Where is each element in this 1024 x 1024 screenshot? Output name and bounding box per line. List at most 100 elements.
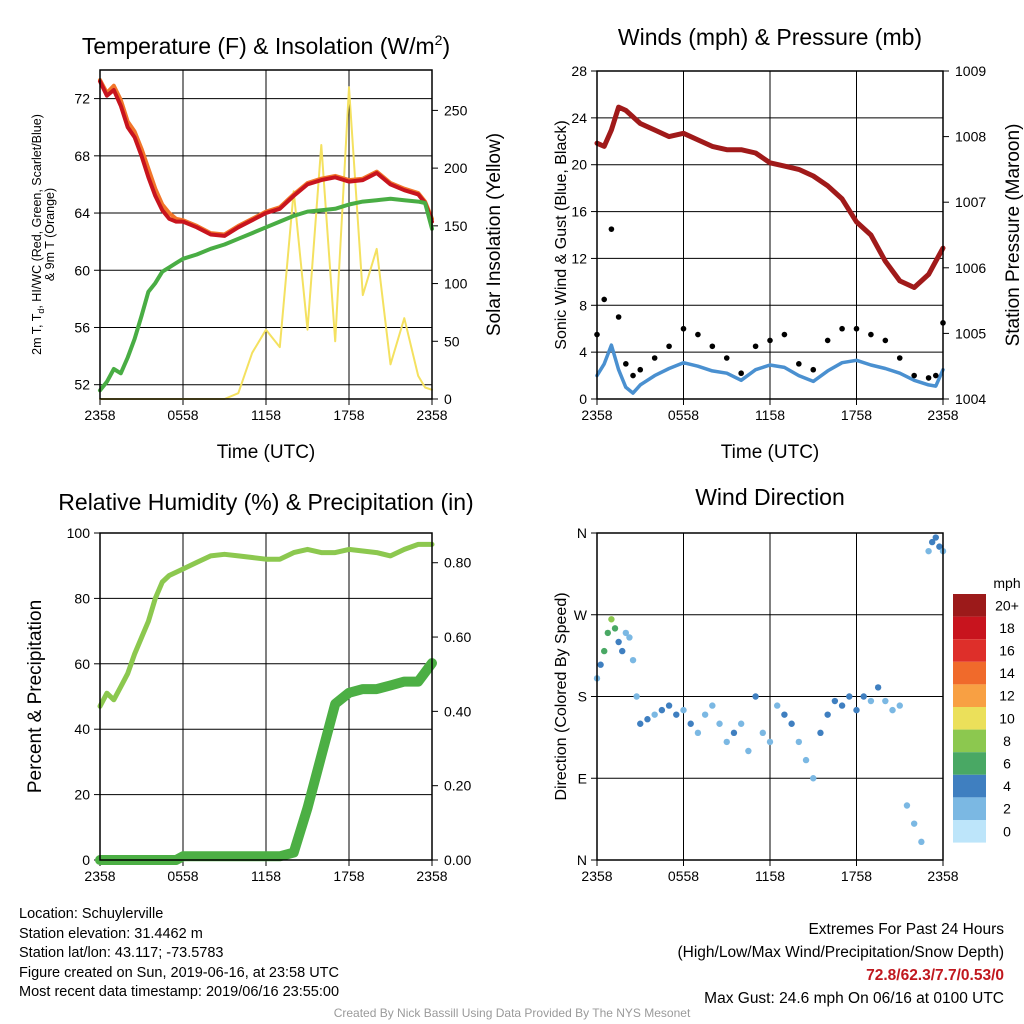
y-axis-label-left: Percent & Precipitation <box>25 600 46 793</box>
y-tick-label: 28 <box>571 63 587 79</box>
colorbar-label: 6 <box>1003 756 1011 772</box>
x-tick-label: 1758 <box>333 407 364 423</box>
y-tick-label: 24 <box>571 110 587 126</box>
direction-point <box>601 647 608 655</box>
direction-point <box>622 629 630 637</box>
gust-point <box>738 370 744 377</box>
gust-point <box>723 355 730 361</box>
direction-point <box>633 693 640 700</box>
plot-frame <box>99 532 433 861</box>
direction-point <box>817 729 824 737</box>
colorbar-label: 18 <box>999 620 1015 636</box>
direction-point <box>932 534 939 541</box>
y-tick-label: 80 <box>74 590 90 606</box>
colorbar-label: 0 <box>1003 823 1011 839</box>
direction-point <box>629 656 637 664</box>
colorbar-swatch <box>953 797 986 820</box>
y2-tick-label: 0.60 <box>444 629 471 645</box>
extremes-info: Extremes For Past 24 Hours (High/Low/Max… <box>678 918 1005 1010</box>
y-tick-label: 20 <box>571 157 587 173</box>
colorbar-label: 8 <box>1003 733 1011 749</box>
plot-frame <box>596 70 944 400</box>
x-tick-label: 1158 <box>755 868 785 884</box>
y-tick-label: 60 <box>74 262 90 278</box>
x-tick-label: 1158 <box>251 868 281 884</box>
y-axis-label-right: Solar Insolation (Yellow) <box>484 133 505 336</box>
direction-point <box>795 738 803 746</box>
y2-tick-label: 50 <box>444 333 460 349</box>
chart-title: Wind Direction <box>695 484 845 510</box>
gust-point <box>839 325 845 332</box>
chart-title: Winds (mph) & Pressure (mb) <box>618 24 922 50</box>
direction-point <box>910 820 918 827</box>
colorbar-swatch <box>953 752 986 775</box>
gust-point <box>853 325 860 332</box>
direction-point <box>874 684 882 691</box>
x-tick-label: 2358 <box>581 868 612 884</box>
x-tick-label: 0558 <box>668 868 699 884</box>
colorbar-title: mph <box>993 575 1020 591</box>
x-tick-label: 1758 <box>841 407 872 423</box>
y-tick-label: 16 <box>571 204 587 220</box>
y-tick-label: 4 <box>579 344 587 360</box>
direction-point <box>759 729 766 737</box>
gust-point <box>680 325 687 332</box>
location-text: Location: Schuylerville <box>19 906 164 922</box>
panel-3: 2358 0558 1158 1758 23580204060801000.000.20… <box>25 489 474 884</box>
gust-point <box>695 331 701 338</box>
colorbar-swatch <box>953 774 986 798</box>
direction-point <box>619 647 626 655</box>
direction-point <box>604 629 612 637</box>
direction-point <box>918 838 925 846</box>
direction-point <box>615 638 622 646</box>
gust-point <box>824 337 831 344</box>
y2-tick-label: 0.40 <box>444 703 471 719</box>
gust-point <box>767 337 773 344</box>
direction-point <box>766 738 774 746</box>
y2-tick-label: 0.20 <box>444 778 471 794</box>
direction-point <box>802 756 810 764</box>
x-tick-label: 1158 <box>755 407 785 423</box>
colorbar: mph 20+ 18 16 14 12 10 8 6 4 2 0 <box>953 575 1021 843</box>
direction-point <box>831 697 839 705</box>
colorbar-label: 14 <box>999 665 1015 681</box>
colorbar-label: 4 <box>1003 778 1011 794</box>
y2-tick-label: 100 <box>444 276 468 292</box>
y-axis-label-right: Station Pressure (Maroon) <box>1003 124 1024 347</box>
gust-point <box>896 355 903 361</box>
gust-point <box>651 355 658 361</box>
direction-point <box>788 720 795 727</box>
direction-point <box>752 693 759 700</box>
direction-point <box>867 697 875 705</box>
y-tick-label: 52 <box>74 377 90 393</box>
gust-point <box>637 366 644 373</box>
x-tick-label: 0558 <box>167 407 198 423</box>
y-axis-label-left-2: & 9m T (Orange) <box>43 188 57 281</box>
y-tick-label: 64 <box>74 205 90 221</box>
x-tick-label: 2358 <box>416 407 447 423</box>
gust-point <box>796 361 802 367</box>
y2-tick-label: 0.80 <box>444 555 471 571</box>
y-tick-label: 68 <box>74 148 90 164</box>
direction-point <box>838 702 846 709</box>
panel-2: 2358 0558 1158 1758 235804812162024281004100… <box>553 24 1024 463</box>
x-tick-label: 2358 <box>416 868 447 884</box>
direction-point <box>737 720 745 727</box>
direction-point <box>701 711 709 718</box>
extremes-subtitle: (High/Low/Max Wind/Precipitation/Snow De… <box>677 944 1005 961</box>
gust-point <box>623 361 629 367</box>
x-tick-label: 1158 <box>251 407 281 423</box>
direction-point <box>860 693 867 700</box>
gust-point <box>752 343 759 350</box>
gust-point <box>810 366 817 373</box>
gust-point <box>925 375 932 381</box>
direction-point <box>730 729 738 737</box>
direction-point <box>709 702 716 709</box>
gust-point <box>666 343 672 350</box>
x-axis-label: Time (UTC) <box>217 442 316 463</box>
direction-point <box>745 747 752 755</box>
y-tick-label: 12 <box>571 250 587 266</box>
gust-point <box>601 296 608 303</box>
gust-point <box>882 337 889 344</box>
y-tick-label: N <box>577 525 587 541</box>
